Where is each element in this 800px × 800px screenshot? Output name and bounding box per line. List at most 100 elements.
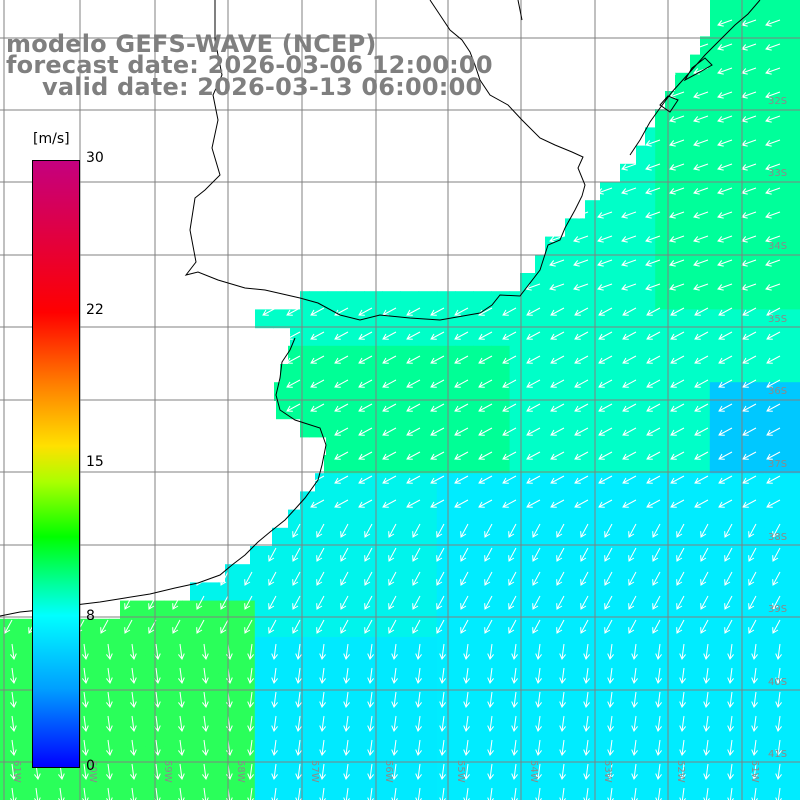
wind-arrow [367,667,374,684]
sea-cell [436,673,456,693]
wind-arrow [669,67,685,75]
wind-arrow [772,571,781,586]
sea-cell [254,618,274,638]
sea-cell [582,509,602,529]
wind-arrow [502,475,517,484]
wind-arrow [646,403,661,412]
sea-cell [120,600,128,620]
wind-arrow [130,763,137,780]
sea-cell [418,764,438,784]
wind-arrow [717,283,733,291]
wind-arrow [718,475,733,484]
sea-cell [509,436,529,456]
wind-arrow [556,595,565,610]
wind-arrow [775,739,782,756]
sea-cell [455,691,474,711]
sea-cell [109,618,128,638]
wind-arrow [292,595,301,610]
wind-arrow [775,667,782,684]
wind-arrow [694,379,709,388]
sea-cell [709,691,729,711]
wind-arrow [406,403,421,412]
sea-cell [782,36,800,56]
sea-cell [582,418,602,438]
sea-cell [673,309,693,329]
sea-cell [309,564,329,583]
sea-cell [327,527,347,547]
wind-arrow [316,523,325,538]
sea-cell [345,473,365,492]
wind-arrow [343,715,350,732]
wind-arrow [292,547,301,562]
wind-arrow [669,187,685,195]
sea-cell [400,345,420,365]
wind-arrow [717,235,733,243]
sea-cell [746,345,765,365]
sea-cell [527,782,547,800]
sea-cell [709,291,729,310]
wind-arrow [550,499,565,508]
sea-cell [655,400,674,420]
wind-arrow [340,523,349,538]
sea-cell [382,582,401,602]
sea-cell [618,200,638,219]
wind-arrow [454,403,469,412]
sea-cell [600,218,620,238]
sea-cell [109,782,128,800]
wind-arrow [292,619,301,634]
sea-cell [546,655,565,674]
sea-cell [473,309,492,329]
wind-arrow [535,667,542,684]
sea-cell [691,400,711,420]
sea-cell [527,345,547,365]
sea-cell [709,546,729,565]
sea-cell [273,637,292,656]
sea-cell [709,527,729,547]
sea-cell [600,782,620,800]
wind-arrow [669,115,685,123]
latitude-label: 39S [768,604,787,615]
sea-cell [382,345,401,365]
sea-cell [673,637,693,656]
wind-arrow [388,571,397,586]
wind-arrow [334,355,349,364]
sea-cell [400,728,420,747]
wind-arrow [406,499,421,508]
sea-cell [637,200,656,219]
wind-arrow [178,643,185,660]
sea-cell [564,309,583,329]
sea-cell [436,418,456,438]
colorbar-tick: 15 [86,454,104,470]
sea-cell [364,491,383,511]
colorbar [32,160,80,768]
wind-arrow [742,451,757,460]
sea-cell [564,327,583,347]
sea-cell [527,746,547,765]
sea-cell [436,618,456,638]
sea-cell [236,709,256,729]
wind-arrow [550,427,565,436]
sea-cell [582,764,602,784]
wind-arrow [454,307,469,316]
wind-arrow [106,739,113,756]
wind-arrow [511,763,518,780]
sea-cell [382,782,401,800]
wind-arrow [598,499,613,508]
wind-arrow [751,667,758,684]
sea-cell [564,418,583,438]
wind-arrow [573,211,589,219]
wind-arrow [412,595,421,610]
sea-cell [309,291,329,310]
sea-cell [637,473,656,492]
sea-cell [509,473,529,492]
wind-arrow [10,643,17,660]
sea-cell [582,564,602,583]
sea-cell [291,582,310,602]
sea-cell [637,364,656,383]
wind-arrow [742,307,757,316]
wind-arrow [268,619,277,634]
sea-cell [782,309,800,329]
sea-cell [382,728,401,747]
wind-arrow [631,763,638,780]
sea-cell [382,473,401,492]
